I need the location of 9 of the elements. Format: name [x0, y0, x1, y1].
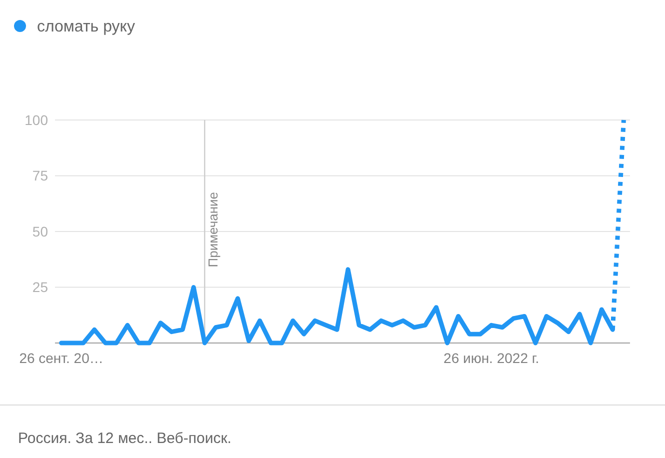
text: Россия. За 12 мес.. Веб-поиск. [18, 430, 232, 447]
y-tick-label: 75 [32, 168, 48, 184]
x-tick-label: 26 июн. 2022 г. [444, 350, 540, 366]
x-tick-label: 26 сент. 20… [19, 350, 104, 366]
legend-label: сломать руку [37, 18, 135, 36]
y-tick-label: 100 [24, 112, 48, 128]
ref-line-label: Примечание [206, 192, 221, 268]
y-tick-label: 50 [32, 223, 48, 240]
y-tick-label: 25 [32, 279, 48, 296]
